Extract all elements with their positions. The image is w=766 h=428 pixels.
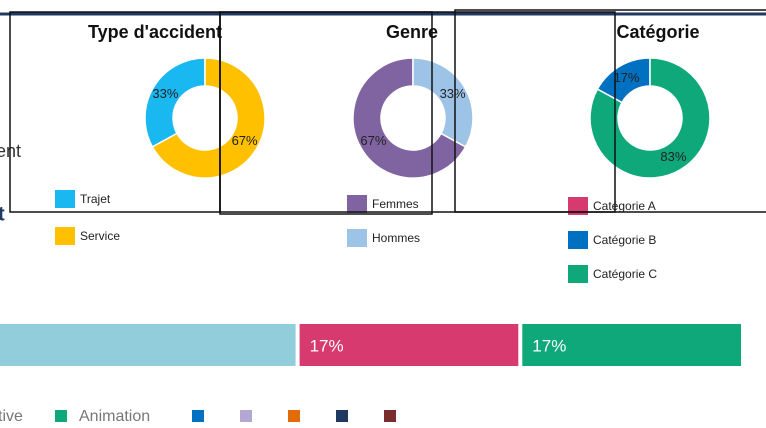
legend-label: Animation	[79, 408, 150, 425]
bar-segment	[522, 324, 741, 366]
legend-swatch	[347, 195, 367, 213]
data-label: 33%	[440, 86, 466, 101]
legend-label: Femmes	[372, 197, 419, 211]
legend-swatch	[192, 410, 204, 422]
legend-label: Catégorie A	[593, 199, 656, 213]
data-label: 67%	[360, 133, 386, 148]
donut-slice	[412, 57, 474, 148]
legend-label: Catégorie C	[593, 267, 657, 281]
data-label: 17%	[532, 336, 566, 355]
legend-swatch	[568, 197, 588, 215]
legend-swatch	[240, 410, 252, 422]
bar-segment	[299, 324, 519, 366]
legend-swatch	[288, 410, 300, 422]
legend-swatch	[55, 410, 67, 422]
legend-label: tive	[0, 408, 23, 425]
legend-label: Service	[80, 229, 120, 243]
donut-slice	[589, 57, 711, 179]
data-label: 67%	[232, 133, 258, 148]
donut-slice	[151, 57, 266, 179]
data-label: 17%	[614, 70, 640, 85]
selection-frame	[9, 11, 221, 213]
chart-title: Type d'accident	[88, 22, 222, 42]
cropped-text: t	[0, 203, 5, 225]
selection-frame	[219, 11, 616, 213]
donut-slice	[352, 57, 467, 179]
donut-slice	[144, 57, 206, 148]
legend-swatch	[347, 229, 367, 247]
legend-swatch	[384, 410, 396, 422]
data-label: 83%	[660, 149, 686, 164]
chart-title: Genre	[386, 22, 438, 42]
legend-label: Trajet	[80, 192, 111, 206]
legend-swatch	[55, 227, 75, 245]
legend-label: Hommes	[372, 231, 420, 245]
data-label: 33%	[152, 86, 178, 101]
bar-segment	[0, 324, 296, 366]
legend-label: Catégorie B	[593, 233, 656, 247]
legend-swatch	[55, 190, 75, 208]
data-label: 17%	[310, 336, 344, 355]
legend-swatch	[568, 265, 588, 283]
legend-swatch	[336, 410, 348, 422]
legend-swatch	[568, 231, 588, 249]
chart-title: Catégorie	[616, 22, 699, 42]
